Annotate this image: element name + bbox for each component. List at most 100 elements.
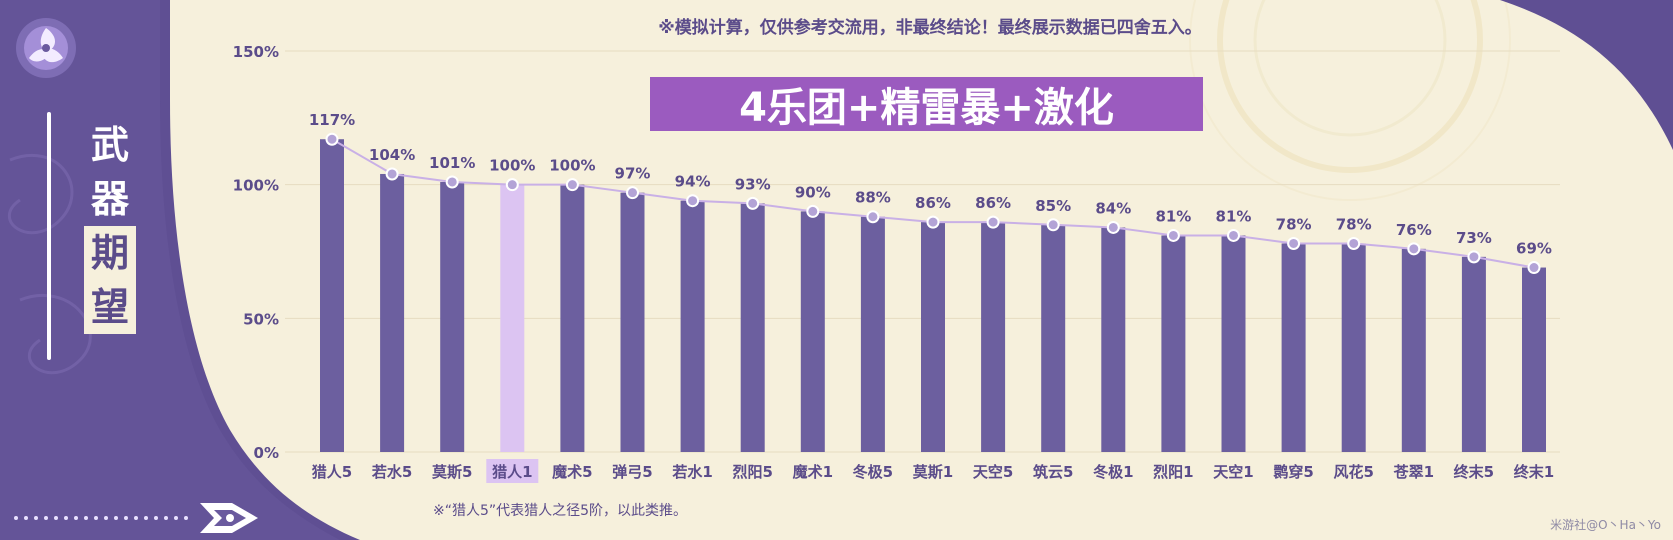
category-label: 猎人1 [492, 463, 532, 481]
data-point [746, 196, 760, 210]
data-point [1227, 228, 1240, 242]
data-point [986, 215, 1000, 229]
data-point [1527, 261, 1541, 275]
value-label: 86% [975, 194, 1011, 212]
category-label: 莫斯5 [432, 463, 472, 481]
data-point [626, 186, 639, 200]
value-label: 86% [915, 194, 951, 212]
chart-title-banner: 4乐团+精雷暴+激化 [650, 77, 1203, 131]
category-label: 风花5 [1333, 463, 1373, 481]
bar [1281, 243, 1306, 452]
value-label: 90% [795, 183, 831, 201]
bar [1041, 224, 1066, 452]
data-point [1467, 250, 1481, 264]
category-label: 鹮穿5 [1272, 463, 1313, 481]
value-label: 101% [429, 154, 475, 172]
category-label: 若水5 [371, 463, 412, 481]
data-point [385, 167, 399, 181]
category-label: 若水1 [671, 463, 712, 481]
bar [860, 216, 885, 452]
sidebar-title-char: 望 [84, 280, 136, 334]
bar [500, 184, 525, 452]
data-point [565, 178, 579, 192]
bar [981, 222, 1006, 452]
y-tick-label: 100% [233, 177, 279, 195]
sidebar-divider-line [47, 112, 51, 360]
value-label: 94% [675, 173, 711, 191]
category-label: 冬极5 [853, 463, 893, 481]
y-tick-label: 0% [254, 444, 279, 462]
bar [1461, 256, 1486, 452]
value-label: 69% [1516, 240, 1552, 258]
bar [320, 139, 344, 452]
bar [1221, 235, 1246, 452]
sidebar-title: 武 器 期 望 [84, 118, 136, 334]
category-label: 苍翠1 [1393, 463, 1434, 481]
category-label: 冬极1 [1093, 463, 1133, 481]
category-label: 烈阳1 [1153, 463, 1193, 481]
value-label: 81% [1216, 207, 1252, 225]
data-point [866, 210, 880, 224]
electro-emblem-icon [16, 18, 76, 78]
category-label: 筑云5 [1032, 463, 1073, 481]
sidebar-title-char: 武 [90, 123, 129, 167]
decorative-ring-pattern [1189, 0, 1511, 201]
bar [740, 203, 765, 452]
data-point [1046, 218, 1060, 232]
sidebar-title-char: 器 [90, 177, 129, 221]
value-label: 93% [735, 175, 771, 193]
data-point [1106, 220, 1120, 234]
footnote: ※“猎人5”代表猎人之径5阶，以此类推。 [433, 503, 688, 519]
category-highlight [486, 459, 539, 483]
category-label: 终末5 [1454, 463, 1494, 481]
sidebar-title-char: 期 [84, 226, 136, 280]
bar [1522, 267, 1546, 452]
value-label: 100% [549, 157, 595, 175]
bar [1161, 235, 1186, 452]
data-point [325, 132, 339, 146]
bar [440, 181, 465, 452]
data-point [686, 194, 700, 208]
category-label: 猎人5 [312, 463, 352, 481]
chart-title: 4乐团+精雷暴+激化 [739, 85, 1114, 131]
data-point [1166, 228, 1180, 242]
value-label: 84% [1095, 199, 1131, 217]
value-label: 76% [1396, 221, 1432, 239]
value-label: 104% [369, 146, 415, 164]
value-label: 73% [1456, 229, 1492, 247]
data-point [505, 178, 519, 192]
watermark: 米游社@O丶Ha丶Yo [1550, 518, 1661, 532]
data-point [1407, 242, 1421, 256]
value-label: 88% [855, 189, 891, 207]
value-label: 100% [489, 157, 535, 175]
bar [921, 222, 945, 452]
bar [560, 184, 585, 452]
bar [1341, 243, 1366, 452]
category-label: 终末1 [1514, 463, 1554, 481]
bar [800, 211, 825, 452]
value-label: 81% [1155, 207, 1191, 225]
category-label: 弹弓5 [612, 463, 652, 481]
value-label: 85% [1035, 197, 1071, 215]
data-point [445, 175, 459, 189]
value-label: 78% [1276, 215, 1312, 233]
value-label: 78% [1336, 215, 1372, 233]
data-point [1347, 236, 1361, 250]
disclaimer-notice: ※模拟计算，仅供参考交流用，非最终结论！最终展示数据已四舍五入。 [658, 18, 1202, 38]
data-point [1287, 236, 1301, 250]
dotted-arrow-decoration [14, 503, 258, 533]
data-point [926, 215, 940, 229]
bar [1401, 248, 1426, 452]
category-label: 天空1 [1213, 463, 1253, 481]
top-right-swoosh [1500, 0, 1673, 150]
value-label: 97% [615, 165, 651, 183]
bar [680, 200, 705, 452]
data-point [806, 204, 820, 218]
y-tick-label: 50% [243, 310, 279, 328]
category-label: 莫斯1 [913, 463, 953, 481]
y-tick-label: 150% [233, 43, 279, 61]
category-label: 烈阳5 [732, 463, 772, 481]
category-label: 天空5 [973, 463, 1013, 481]
